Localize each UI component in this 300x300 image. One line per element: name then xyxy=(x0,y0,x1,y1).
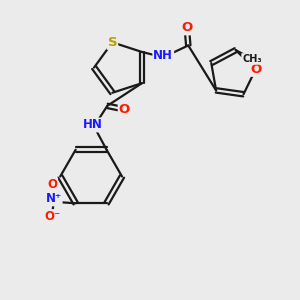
Text: O: O xyxy=(250,63,261,76)
Text: O: O xyxy=(47,178,57,191)
Text: O: O xyxy=(119,103,130,116)
Text: S: S xyxy=(108,36,117,49)
Text: O⁻: O⁻ xyxy=(44,210,60,223)
Text: N⁺: N⁺ xyxy=(46,192,62,206)
Text: CH₃: CH₃ xyxy=(242,54,262,64)
Text: O: O xyxy=(181,21,192,34)
Text: NH: NH xyxy=(153,49,173,62)
Text: HN: HN xyxy=(82,118,103,131)
